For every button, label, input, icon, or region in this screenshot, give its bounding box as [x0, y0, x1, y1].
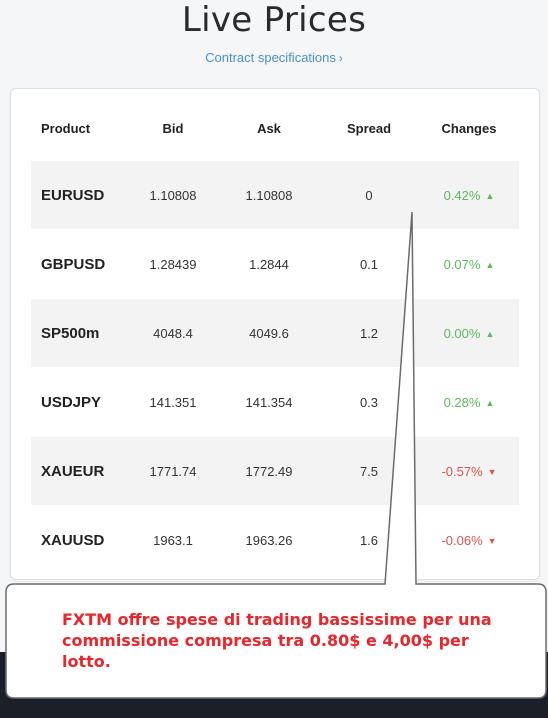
table-row: XAUEUR 1771.74 1772.49 7.5 -0.57% ▼: [31, 437, 519, 505]
cell-product: XAUUSD: [41, 531, 105, 549]
table-row: USDJPY 141.351 141.354 0.3 0.28% ▲: [31, 368, 519, 436]
contract-specifications-label: Contract specifications: [205, 50, 336, 65]
cell-ask: 1963.26: [245, 532, 293, 548]
cell-change: 0.28% ▲: [419, 395, 519, 410]
callout-line-1: FXTM offre spese di trading bassissime p…: [62, 610, 492, 629]
change-value: -0.06%: [441, 532, 483, 548]
cell-ask: 1.2844: [249, 256, 289, 272]
triangle-up-icon: ▲: [485, 328, 495, 339]
cell-ask: 141.354: [245, 394, 293, 410]
page-title: Live Prices: [181, 0, 367, 40]
change-value: 0.42%: [443, 187, 481, 203]
cell-spread: 1.6: [359, 532, 379, 548]
cell-bid: 1771.74: [149, 463, 197, 479]
table-row: EURUSD 1.10808 1.10808 0 0.42% ▲: [31, 161, 519, 229]
cell-change: 0.42% ▲: [419, 188, 519, 203]
column-header-bid: Bid: [162, 120, 184, 136]
cell-ask: 1772.49: [245, 463, 293, 479]
cell-bid: 4048.4: [153, 325, 193, 341]
change-value: 0.28%: [443, 394, 481, 410]
cell-change: -0.57% ▼: [419, 464, 519, 479]
cell-ask: 4049.6: [249, 325, 289, 341]
live-prices-table: Product Bid Ask Spread Changes EURUSD 1.1…: [10, 88, 540, 580]
cell-ask: 1.10808: [245, 187, 293, 203]
cell-spread: 0.1: [359, 256, 379, 272]
cell-bid: 1963.1: [153, 532, 193, 548]
cell-product: SP500m: [41, 324, 100, 342]
cell-product: USDJPY: [41, 393, 102, 411]
cell-change: -0.06% ▼: [419, 533, 519, 548]
column-header-product: Product: [41, 120, 91, 136]
cell-bid: 1.10808: [149, 187, 197, 203]
cell-spread: 1.2: [359, 325, 379, 341]
contract-specifications-link[interactable]: Contract specifications ›: [0, 50, 548, 65]
triangle-down-icon: ▼: [487, 466, 497, 477]
table-row: GBPUSD 1.28439 1.2844 0.1 0.07% ▲: [31, 230, 519, 298]
callout-text: FXTM offre spese di trading bassissime p…: [62, 609, 502, 672]
triangle-up-icon: ▲: [485, 259, 495, 270]
change-value: 0.00%: [443, 325, 481, 341]
cell-product: EURUSD: [41, 186, 105, 204]
column-header-changes: Changes: [441, 120, 497, 136]
table-row: XAUUSD 1963.1 1963.26 1.6 -0.06% ▼: [31, 506, 519, 574]
change-value: -0.57%: [441, 463, 483, 479]
cell-change: 0.00% ▲: [419, 326, 519, 341]
cell-change: 0.07% ▲: [419, 257, 519, 272]
triangle-up-icon: ▲: [485, 397, 495, 408]
change-value: 0.07%: [443, 256, 481, 272]
triangle-up-icon: ▲: [485, 190, 495, 201]
table-row: SP500m 4048.4 4049.6 1.2 0.00% ▲: [31, 299, 519, 367]
cell-spread: 7.5: [359, 463, 379, 479]
cell-bid: 141.351: [149, 394, 197, 410]
cell-bid: 1.28439: [149, 256, 197, 272]
callout-line-2: commissione compresa tra 0.80$ e 4,00$ p…: [62, 631, 469, 671]
triangle-down-icon: ▼: [487, 535, 497, 546]
column-header-ask: Ask: [257, 120, 281, 136]
chevron-right-icon: ›: [338, 51, 343, 65]
cell-spread: 0.3: [359, 394, 379, 410]
column-header-spread: Spread: [346, 120, 392, 136]
table-header-row: Product Bid Ask Spread Changes: [31, 107, 519, 149]
cell-product: GBPUSD: [41, 255, 106, 273]
cell-spread: 0: [365, 187, 373, 203]
cell-product: XAUEUR: [41, 462, 105, 480]
